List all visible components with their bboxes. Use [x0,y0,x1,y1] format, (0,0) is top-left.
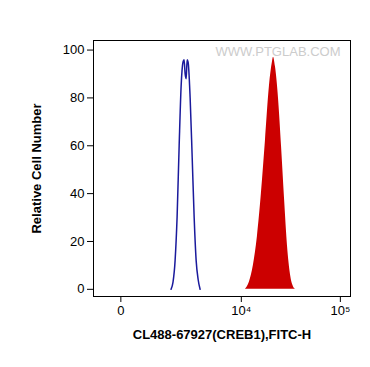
svg-text:80: 80 [70,90,84,105]
svg-text:WWW.PTGLAB.COM: WWW.PTGLAB.COM [216,44,341,59]
svg-text:10⁴: 10⁴ [231,303,251,318]
svg-text:10⁵: 10⁵ [330,303,350,318]
svg-text:100: 100 [63,42,85,57]
svg-text:Relative Cell Number: Relative Cell Number [29,103,44,233]
svg-text:0: 0 [117,303,124,318]
svg-text:20: 20 [70,234,84,249]
svg-text:40: 40 [70,186,84,201]
svg-text:0: 0 [77,281,84,296]
svg-text:60: 60 [70,138,84,153]
svg-text:CL488-67927(CREB1),FITC-H: CL488-67927(CREB1),FITC-H [133,327,311,342]
